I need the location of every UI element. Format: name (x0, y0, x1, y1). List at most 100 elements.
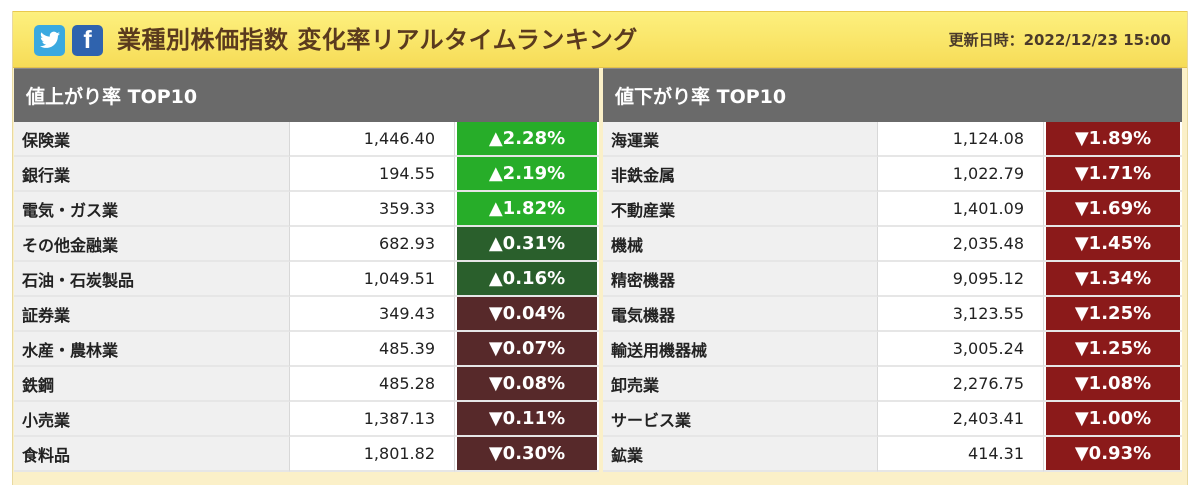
table-row: 精密機器 9,095.12 ▼1.34% (603, 262, 1182, 297)
gainers-panel: 値上がり率 TOP10 保険業 1,446.40 ▲2.28% 銀行業 194.55 ▲2… (14, 68, 599, 472)
index-value: 349.43 (290, 297, 455, 332)
twitter-icon[interactable] (34, 25, 65, 56)
change-cell: ▼1.89% (1044, 122, 1182, 157)
index-value: 485.28 (290, 367, 455, 402)
index-value: 1,049.51 (290, 262, 455, 297)
change-cell: ▼1.34% (1044, 262, 1182, 297)
table-row: 銀行業 194.55 ▲2.19% (14, 157, 599, 192)
table-row: 卸売業 2,276.75 ▼1.08% (603, 367, 1182, 402)
index-value: 1,801.82 (290, 437, 455, 472)
change-rate-badge: ▼0.30% (457, 437, 597, 470)
sector-name: 卸売業 (603, 367, 878, 402)
change-rate-badge: ▼1.25% (1046, 332, 1180, 365)
sector-name: 水産・農林業 (14, 332, 290, 367)
change-cell: ▼1.25% (1044, 297, 1182, 332)
change-cell: ▲1.82% (455, 192, 599, 227)
change-cell: ▼0.07% (455, 332, 599, 367)
twitter-bird-glyph (39, 31, 60, 48)
change-rate-badge: ▼1.08% (1046, 367, 1180, 400)
sector-name: 輸送用機器械 (603, 332, 878, 367)
change-cell: ▼1.25% (1044, 332, 1182, 367)
table-row: 保険業 1,446.40 ▲2.28% (14, 122, 599, 157)
table-row: 不動産業 1,401.09 ▼1.69% (603, 192, 1182, 227)
page-title: 業種別株価指数 変化率リアルタイムランキング (117, 26, 638, 54)
sector-name: 石油・石炭製品 (14, 262, 290, 297)
index-value: 485.39 (290, 332, 455, 367)
index-value: 2,276.75 (878, 367, 1044, 402)
losers-panel: 値下がり率 TOP10 海運業 1,124.08 ▼1.89% 非鉄金属 1,022.7… (603, 68, 1182, 472)
index-value: 1,124.08 (878, 122, 1044, 157)
index-value: 1,387.13 (290, 402, 455, 437)
index-value: 3,123.55 (878, 297, 1044, 332)
index-value: 3,005.24 (878, 332, 1044, 367)
change-cell: ▼1.71% (1044, 157, 1182, 192)
table-row: 証券業 349.43 ▼0.04% (14, 297, 599, 332)
change-rate-badge: ▼1.71% (1046, 157, 1180, 190)
facebook-icon[interactable]: f (72, 25, 103, 56)
sector-name: 小売業 (14, 402, 290, 437)
change-rate-badge: ▼0.07% (457, 332, 597, 365)
index-value: 1,446.40 (290, 122, 455, 157)
change-rate-badge: ▼1.89% (1046, 122, 1180, 155)
sector-name: 食料品 (14, 437, 290, 472)
sector-name: 銀行業 (14, 157, 290, 192)
change-rate-badge: ▲0.16% (457, 262, 597, 295)
sector-name: 証券業 (14, 297, 290, 332)
gainers-heading: 値上がり率 TOP10 (14, 68, 599, 122)
table-row: 石油・石炭製品 1,049.51 ▲0.16% (14, 262, 599, 297)
index-value: 414.31 (878, 437, 1044, 472)
change-rate-badge: ▼1.25% (1046, 297, 1180, 330)
table-row: 電気機器 3,123.55 ▼1.25% (603, 297, 1182, 332)
ranking-widget: f 業種別株価指数 変化率リアルタイムランキング 更新日時：2022/12/23… (12, 11, 1188, 485)
sector-name: 電気・ガス業 (14, 192, 290, 227)
table-row: 海運業 1,124.08 ▼1.89% (603, 122, 1182, 157)
change-cell: ▲0.31% (455, 227, 599, 262)
index-value: 2,403.41 (878, 402, 1044, 437)
change-cell: ▼0.11% (455, 402, 599, 437)
change-cell: ▼0.08% (455, 367, 599, 402)
table-row: 水産・農林業 485.39 ▼0.07% (14, 332, 599, 367)
change-cell: ▼1.45% (1044, 227, 1182, 262)
sector-name: 不動産業 (603, 192, 878, 227)
index-value: 1,401.09 (878, 192, 1044, 227)
change-cell: ▲2.19% (455, 157, 599, 192)
table-row: 鉄鋼 485.28 ▼0.08% (14, 367, 599, 402)
change-rate-badge: ▲0.31% (457, 227, 597, 260)
table-row: 電気・ガス業 359.33 ▲1.82% (14, 192, 599, 227)
change-rate-badge: ▼1.45% (1046, 227, 1180, 260)
losers-heading: 値下がり率 TOP10 (603, 68, 1182, 122)
updated-timestamp: 更新日時：2022/12/23 15:00 (948, 31, 1171, 49)
facebook-glyph: f (83, 26, 92, 54)
index-value: 194.55 (290, 157, 455, 192)
change-rate-badge: ▼0.08% (457, 367, 597, 400)
sector-name: 非鉄金属 (603, 157, 878, 192)
change-cell: ▼1.69% (1044, 192, 1182, 227)
change-rate-badge: ▲1.82% (457, 192, 597, 225)
index-value: 682.93 (290, 227, 455, 262)
table-row: 非鉄金属 1,022.79 ▼1.71% (603, 157, 1182, 192)
losers-table: 海運業 1,124.08 ▼1.89% 非鉄金属 1,022.79 ▼1.71% 不動産業 1… (603, 122, 1182, 472)
change-rate-badge: ▼0.11% (457, 402, 597, 435)
change-rate-badge: ▼1.69% (1046, 192, 1180, 225)
change-cell: ▼1.00% (1044, 402, 1182, 437)
sector-name: 電気機器 (603, 297, 878, 332)
change-rate-badge: ▼0.93% (1046, 437, 1180, 470)
change-cell: ▲2.28% (455, 122, 599, 157)
change-rate-badge: ▼0.04% (457, 297, 597, 330)
change-rate-badge: ▼1.00% (1046, 402, 1180, 435)
table-row: 食料品 1,801.82 ▼0.30% (14, 437, 599, 472)
change-cell: ▼0.04% (455, 297, 599, 332)
change-rate-badge: ▲2.19% (457, 157, 597, 190)
sector-name: サービス業 (603, 402, 878, 437)
index-value: 2,035.48 (878, 227, 1044, 262)
table-row: 鉱業 414.31 ▼0.93% (603, 437, 1182, 472)
sector-name: 鉄鋼 (14, 367, 290, 402)
sector-name: その他金融業 (14, 227, 290, 262)
widget-header: f 業種別株価指数 変化率リアルタイムランキング 更新日時：2022/12/23… (13, 11, 1187, 68)
table-row: 機械 2,035.48 ▼1.45% (603, 227, 1182, 262)
table-row: その他金融業 682.93 ▲0.31% (14, 227, 599, 262)
table-row: サービス業 2,403.41 ▼1.00% (603, 402, 1182, 437)
table-row: 小売業 1,387.13 ▼0.11% (14, 402, 599, 437)
sector-name: 鉱業 (603, 437, 878, 472)
index-value: 1,022.79 (878, 157, 1044, 192)
